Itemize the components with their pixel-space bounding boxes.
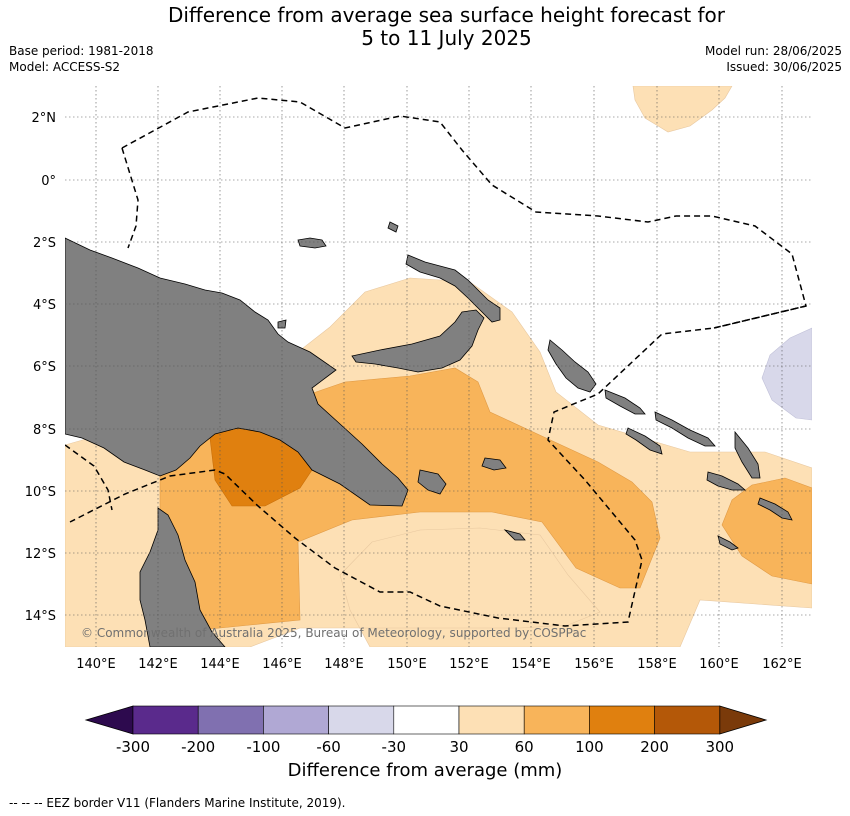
colorbar-extend-low [84, 705, 134, 735]
colorbar-swatch [393, 705, 460, 735]
land-louisiade [417, 457, 526, 541]
graticule [65, 86, 812, 647]
land-bougainville [547, 339, 597, 393]
anomaly-region-30-60-north [632, 86, 733, 133]
eez-borders [65, 97, 807, 627]
colorbar-tick-label: 60 [515, 738, 534, 756]
colorbar-label: Difference from average (mm) [287, 760, 563, 781]
lon-tick-label: 162°E [762, 657, 802, 672]
longitude-labels: 140°E 142°E 144°E 146°E 148°E 150°E 152°… [76, 657, 802, 672]
colorbar-tick-label: -30 [382, 738, 407, 756]
lat-tick-label: 8°S [33, 423, 56, 438]
meta-left: Base period: 1981-2018 Model: ACCESS-S2 [9, 43, 154, 75]
colorbar-swatch [263, 705, 329, 735]
lon-tick-label: 146°E [262, 657, 302, 672]
lat-tick-label: 4°S [33, 298, 56, 313]
colorbar-tick-label: 200 [640, 738, 669, 756]
land-new-guinea [65, 237, 409, 507]
land-vanuatu-islands [717, 497, 793, 551]
lon-tick-label: 154°E [511, 657, 551, 672]
colorbar-swatch [197, 705, 264, 735]
colorbar-swatch [328, 705, 395, 735]
lat-tick-label: 14°S [25, 609, 56, 624]
lon-tick-label: 158°E [637, 657, 677, 672]
colorbar-tick-label: 300 [705, 738, 734, 756]
lat-tick-label: 2°S [33, 236, 56, 251]
anomaly-region-60-100-east [721, 477, 812, 585]
lon-tick-label: 142°E [138, 657, 178, 672]
page-title: Difference from average sea surface heig… [0, 4, 850, 50]
model-run: Model run: 28/06/2025 [704, 44, 842, 58]
lon-tick-label: 160°E [699, 657, 739, 672]
issued-date: Issued: 30/06/2025 [726, 60, 842, 74]
land-new-britain [351, 309, 485, 373]
eez-footnote: -- -- -- EEZ border V11 (Flanders Marine… [9, 796, 346, 810]
colorbar-tick-label: -300 [116, 738, 150, 756]
colorbar-swatch [654, 705, 721, 735]
lat-tick-label: 10°S [25, 485, 56, 500]
lat-tick-label: 12°S [25, 547, 56, 562]
colorbar-tick-label: 100 [575, 738, 604, 756]
meta-right: Model run: 28/06/2025 Issued: 30/06/2025 [705, 43, 842, 75]
latitude-labels: 2°N 0° 2°S 4°S 6°S 8°S 10°S 12°S 14°S [25, 111, 56, 624]
lat-tick-label: 2°N [32, 111, 57, 126]
colorbar: -300 -200 -100 -60 -30 30 60 100 200 300 [84, 705, 768, 756]
title-line-2: 5 to 11 July 2025 [361, 26, 532, 50]
lon-tick-label: 148°E [324, 657, 364, 672]
base-period: Base period: 1981-2018 [9, 44, 154, 58]
lat-tick-label: 0° [41, 174, 56, 189]
land-solomon-islands [604, 389, 761, 491]
lon-tick-label: 144°E [200, 657, 240, 672]
model-name: Model: ACCESS-S2 [9, 60, 121, 74]
lon-tick-label: 150°E [387, 657, 427, 672]
colorbar-tick-label: 30 [449, 738, 468, 756]
lon-tick-label: 156°E [574, 657, 614, 672]
colorbar-extend-high [719, 705, 768, 735]
lat-tick-label: 6°S [33, 360, 56, 375]
land-australia-cape-york [139, 507, 226, 647]
colorbar-tick-label: -100 [246, 738, 280, 756]
lon-tick-label: 140°E [76, 657, 116, 672]
colorbar-swatch [458, 705, 525, 735]
colorbar-tick-label: -60 [316, 738, 341, 756]
land-new-ireland [405, 254, 501, 323]
colorbar-swatch [132, 705, 199, 735]
colorbar-tick-label: -200 [181, 738, 215, 756]
land-small-islands [277, 221, 399, 329]
colorbar-swatch [589, 705, 655, 735]
lon-tick-label: 152°E [449, 657, 489, 672]
copyright-notice: © Commonwealth of Australia 2025, Bureau… [81, 626, 586, 640]
colorbar-swatch [523, 705, 590, 735]
anomaly-region-neg60-neg30 [761, 327, 812, 421]
title-line-1: Difference from average sea surface heig… [167, 3, 726, 27]
map-area [65, 86, 812, 647]
